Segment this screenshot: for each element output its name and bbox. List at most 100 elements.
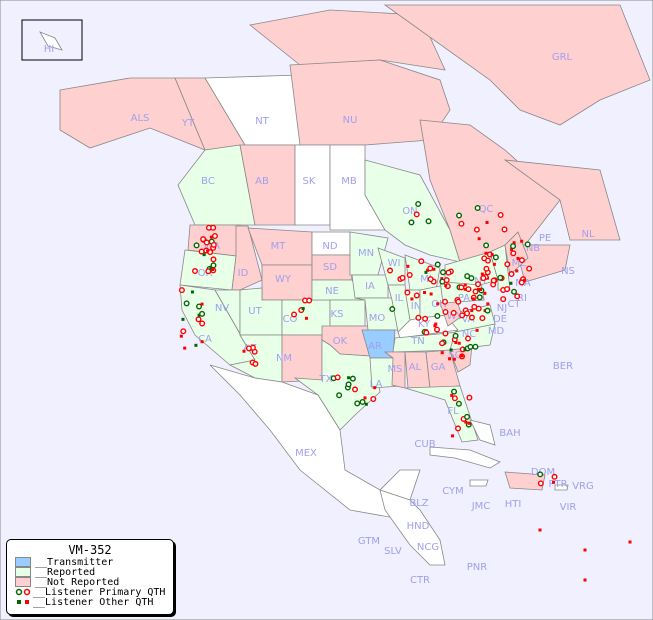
legend-not-reported: __Not Reported [15,577,173,588]
listener-primary-qth-marker [434,261,441,268]
listener-other-qth-marker [206,249,210,253]
listener-other-qth-marker [211,268,215,272]
not-reported-swatch [15,577,31,587]
listener-other-qth-marker [457,341,461,345]
listener-primary-qth-marker [458,284,465,291]
listener-other-qth-marker [347,376,351,380]
listener-primary-qth-marker [345,381,352,388]
label-ms: MS [388,364,403,375]
region-ms [383,351,406,389]
label-ok: OK [333,336,348,347]
label-mb: MB [341,176,357,187]
listener-primary-qth-marker [252,360,259,367]
listener-primary-qth-marker [450,309,457,316]
listener-primary-qth-marker [199,310,206,317]
label-il: IL [395,293,404,304]
label-id: ID [238,268,249,279]
label-hi: HI [44,44,54,55]
label-grl: GRL [552,52,573,63]
label-nv: NV [215,303,229,314]
listener-primary-qth-marker [492,254,499,261]
label-ne: NE [325,286,339,297]
listener-other-qth-marker [448,357,452,361]
listener-primary-qth-marker [439,340,446,347]
listener-primary-qth-marker [192,268,199,275]
listener-other-qth-marker [492,262,496,266]
listener-primary-qth-marker [497,211,504,218]
label-ct: CT [507,299,521,310]
listener-other-qth-marker [483,291,487,295]
listener-primary-qth-marker [452,332,459,339]
label-tx: TX [319,374,333,385]
listener-other-qth-marker [628,540,632,544]
listener-primary-qth-marker [456,212,463,219]
listener-primary-qth-marker [475,281,482,288]
legend-label: __Listener Other QTH [33,596,154,608]
listener-other-qth-marker [452,357,456,361]
reported-swatch [15,567,31,577]
label-nt: NT [255,116,269,127]
listener-primary-qth-marker [427,265,434,272]
listener-other-qth-marker [583,578,587,582]
hawaii-inset-box [21,19,83,61]
listener-other-qth-marker [463,287,467,291]
listener-other-qth-marker [181,317,185,321]
region-jmc [469,479,489,487]
listener-primary-qth-marker [195,316,202,323]
legend-other-qth: __Listener Other QTH [15,596,173,608]
listener-primary-qth-marker [434,326,441,333]
listener-primary-qth-marker [399,274,406,281]
region-bah [469,419,496,446]
label-tn: TN [410,336,425,347]
listener-primary-qth-marker [455,298,462,305]
listener-primary-qth-marker [479,315,486,322]
listener-primary-qth-marker [387,267,394,274]
listener-other-qth-marker [471,297,475,301]
label-in: IN [411,301,421,312]
listener-primary-qth-marker [442,330,449,337]
listener-other-qth-marker [364,402,368,406]
label-ia: IA [365,281,375,292]
region-on [364,159,461,263]
region-mex [209,364,421,519]
listener-other-qth-marker [477,237,481,241]
listener-primary-qth-marker [245,345,252,352]
listener-primary-qth-marker [484,307,491,314]
label-al: AL [409,362,422,373]
listener-other-qth-marker [433,324,437,328]
listener-primary-qth-marker [210,256,217,263]
listener-other-qth-marker [200,340,204,344]
label-ri: RI [517,293,527,304]
listener-primary-qth-marker [551,473,558,480]
listener-primary-qth-marker [445,269,452,276]
listener-other-qth-marker [202,253,206,257]
legend-label: __Transmitter [35,556,114,568]
listener-primary-qth-marker [468,314,475,321]
label-me: ME [512,258,527,269]
listener-primary-qth-marker [501,226,508,233]
listener-primary-qth-marker [451,388,458,395]
listener-other-qth-marker [434,322,438,326]
listener-primary-qth-marker [514,293,521,300]
label-ky: KY [418,319,431,330]
label-sd: SD [323,262,337,273]
listener-other-qth-marker [373,386,377,390]
label-als: ALS [131,113,150,124]
listener-primary-qth-marker [472,343,479,350]
listener-primary-qth-marker [442,298,449,305]
listener-primary-qth-marker [291,311,298,318]
listener-primary-qth-marker [451,395,458,402]
listener-primary-qth-marker [458,220,465,227]
listener-primary-qth-marker [418,258,425,265]
listener-primary-qth-marker [200,236,207,243]
listener-primary-qth-marker [427,276,434,283]
listener-other-qth-marker [179,334,183,338]
listener-primary-qth-marker [203,239,210,246]
listener-primary-qth-marker [474,205,481,212]
listener-other-qth-marker [423,291,427,295]
listener-other-qth-marker [551,480,555,484]
listener-other-qth-marker [424,270,428,274]
label-cub: CUB [414,439,435,450]
label-nc: NC [462,329,476,340]
